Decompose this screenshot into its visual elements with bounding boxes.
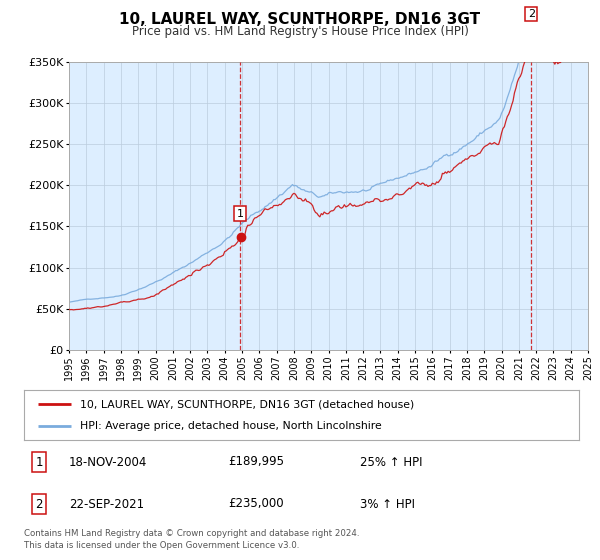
Text: 1: 1: [236, 208, 244, 218]
Text: Contains HM Land Registry data © Crown copyright and database right 2024.
This d: Contains HM Land Registry data © Crown c…: [24, 529, 359, 550]
Text: £235,000: £235,000: [228, 497, 284, 511]
Text: 3% ↑ HPI: 3% ↑ HPI: [360, 497, 415, 511]
Text: 10, LAUREL WAY, SCUNTHORPE, DN16 3GT: 10, LAUREL WAY, SCUNTHORPE, DN16 3GT: [119, 12, 481, 27]
Text: 2: 2: [35, 497, 43, 511]
Text: £189,995: £189,995: [228, 455, 284, 469]
Text: Price paid vs. HM Land Registry's House Price Index (HPI): Price paid vs. HM Land Registry's House …: [131, 25, 469, 38]
Text: 18-NOV-2004: 18-NOV-2004: [69, 455, 148, 469]
Text: 25% ↑ HPI: 25% ↑ HPI: [360, 455, 422, 469]
Text: HPI: Average price, detached house, North Lincolnshire: HPI: Average price, detached house, Nort…: [79, 421, 381, 431]
Text: 2: 2: [527, 9, 535, 19]
Text: 1: 1: [35, 455, 43, 469]
Text: 10, LAUREL WAY, SCUNTHORPE, DN16 3GT (detached house): 10, LAUREL WAY, SCUNTHORPE, DN16 3GT (de…: [79, 399, 414, 409]
Text: 22-SEP-2021: 22-SEP-2021: [69, 497, 144, 511]
